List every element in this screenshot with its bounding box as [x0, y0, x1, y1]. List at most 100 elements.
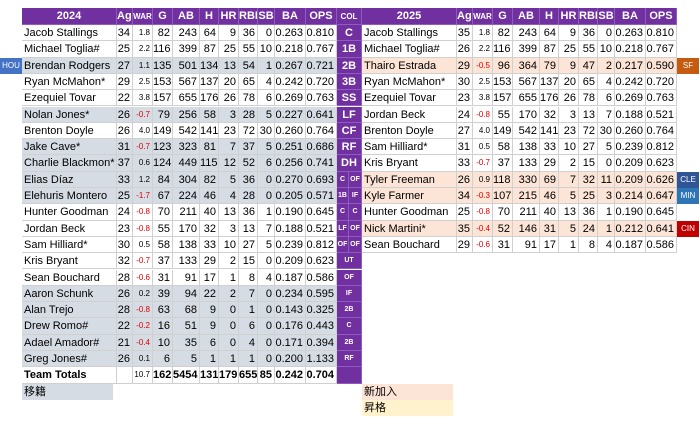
stat-cell: 0.626: [646, 171, 677, 188]
stat-cell: 6: [258, 90, 275, 107]
column-header: HR: [219, 8, 239, 25]
stat-cell: 4: [239, 334, 258, 351]
stat-cell: 0.586: [306, 269, 337, 286]
stat-cell: 0: [219, 334, 239, 351]
stat-cell: 10: [153, 334, 173, 351]
stat-cell: 157: [493, 90, 513, 107]
position: 3B: [337, 73, 362, 91]
stat-cell: 52: [493, 220, 513, 237]
stat-cell: 65: [579, 73, 598, 91]
column-header: AB: [173, 8, 200, 25]
stat-cell: 87: [540, 41, 559, 58]
player-name: Kris Bryant: [362, 155, 457, 172]
stat-cell: 449: [173, 155, 200, 172]
stat-cell: 37: [153, 253, 173, 270]
stat-cell: 27: [239, 236, 258, 254]
stat-cell: 133: [173, 253, 200, 270]
stat-cell: 0.251: [275, 139, 306, 156]
stat-cell: -0.7: [473, 155, 493, 172]
stat-cell: 153: [493, 73, 513, 91]
position: C: [337, 25, 362, 42]
stat-cell: 0.239: [275, 236, 306, 254]
stat-cell: 0.242: [275, 73, 306, 91]
stat-cell: 4: [258, 269, 275, 286]
column-header: H: [540, 8, 559, 25]
stat-cell: -0.2: [133, 318, 153, 335]
legend-item: 昇格: [362, 399, 453, 417]
stat-cell: 0: [258, 285, 275, 303]
stat-cell: 3.8: [473, 90, 493, 107]
stat-cell: 8: [239, 269, 258, 286]
stat-cell: 0.720: [646, 73, 677, 91]
player-name: Adael Amador#: [22, 334, 117, 351]
stat-cell: 0.5: [473, 139, 493, 156]
player-name: Jacob Stallings: [22, 25, 117, 42]
stat-cell: 0.443: [306, 318, 337, 335]
stat-cell: 115: [200, 155, 219, 172]
position: OF: [337, 269, 362, 286]
stat-cell: 25: [579, 188, 598, 205]
column-header: H: [200, 8, 219, 25]
stat-cell: 25: [457, 204, 473, 221]
stat-cell: 34: [457, 188, 473, 205]
legend-item: 移籍: [22, 383, 113, 400]
stat-cell: 15: [579, 155, 598, 172]
stat-cell: 27: [457, 122, 473, 140]
year-header: 2024: [22, 8, 117, 25]
stat-cell: 116: [493, 41, 513, 58]
stat-cell: 3: [219, 106, 239, 123]
stat-cell: 1.2: [133, 171, 153, 188]
stat-cell: 0.188: [615, 106, 646, 123]
position: C: [337, 318, 362, 335]
stat-cell: 0.764: [306, 122, 337, 140]
stat-cell: 68: [173, 302, 200, 319]
stat-cell: 5: [559, 188, 579, 205]
stat-cell: 141: [200, 122, 219, 140]
team-tag: CIN: [677, 220, 699, 237]
column-header: SB: [258, 8, 275, 25]
column-header: WAR: [133, 8, 153, 25]
stat-cell: 33: [200, 236, 219, 254]
team-tag: CLE: [677, 171, 699, 188]
totals-cell: 162: [153, 367, 173, 384]
stat-cell: 170: [513, 106, 540, 123]
stat-cell: 1.8: [473, 25, 493, 42]
column-header: SB: [598, 8, 615, 25]
stat-cell: 243: [513, 25, 540, 42]
stat-cell: 6: [200, 334, 219, 351]
stat-cell: 26: [559, 90, 579, 107]
stat-cell: 5: [258, 236, 275, 254]
stat-cell: 84: [153, 171, 173, 188]
stat-cell: 0.686: [306, 139, 337, 156]
stat-cell: 17: [200, 269, 219, 286]
stat-cell: 9: [219, 25, 239, 42]
stat-cell: 0.218: [615, 41, 646, 58]
position: OF: [349, 171, 362, 188]
stat-cell: 116: [153, 41, 173, 58]
stat-cell: 146: [513, 220, 540, 237]
stat-cell: 107: [493, 188, 513, 205]
stat-cell: 29: [117, 73, 133, 91]
stat-cell: 55: [493, 106, 513, 123]
stat-cell: 82: [493, 25, 513, 42]
stat-cell: 138: [173, 236, 200, 254]
stat-cell: 33: [540, 139, 559, 156]
stat-cell: 0.187: [275, 269, 306, 286]
stat-cell: 31: [540, 220, 559, 237]
stat-cell: 9: [200, 302, 219, 319]
stat-cell: -0.6: [473, 236, 493, 254]
stat-cell: 0.234: [275, 285, 306, 303]
stat-cell: 29: [540, 155, 559, 172]
stat-cell: 35: [457, 220, 473, 237]
stat-cell: 30: [598, 122, 615, 140]
stat-cell: 79: [540, 57, 559, 74]
stat-cell: 7: [598, 106, 615, 123]
player-name: Ezequiel Tovar: [362, 90, 457, 107]
stat-cell: -0.5: [473, 57, 493, 74]
position: LF: [337, 106, 362, 123]
player-name: Jake Cave*: [22, 139, 117, 156]
totals-cell: [117, 367, 133, 384]
team-tag: MIN: [677, 188, 699, 205]
stat-cell: 0.595: [306, 285, 337, 303]
stat-cell: 542: [173, 122, 200, 140]
